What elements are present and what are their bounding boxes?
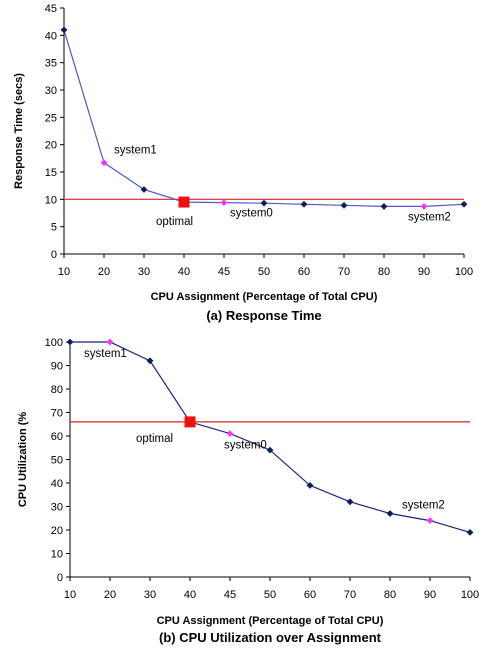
highlight-marker [226, 430, 234, 438]
series-line [63, 29, 465, 207]
data-marker [466, 528, 474, 536]
data-marker [60, 26, 68, 34]
data-marker [386, 510, 394, 517]
system-label: system0 [224, 440, 267, 452]
highlight-marker [106, 338, 114, 346]
x-tick-label: 60 [298, 266, 310, 278]
x-tick-label: 70 [344, 589, 356, 601]
data-marker [140, 186, 148, 193]
system-label: system0 [230, 208, 273, 220]
highlight-marker [220, 199, 228, 207]
y-tick-label: 80 [51, 384, 63, 396]
y-tick-label: 30 [51, 502, 63, 514]
x-tick-label: 20 [104, 589, 116, 601]
x-tick-label: 100 [461, 589, 479, 601]
y-tick-label: 30 [45, 85, 57, 97]
data-marker [346, 498, 354, 506]
y-tick-label: 70 [51, 408, 63, 420]
data-marker [340, 201, 348, 209]
x-tick-label: 100 [455, 266, 473, 278]
y-tick-label: 10 [51, 549, 63, 561]
chart-panel-a: 0 5 10 15 20 25 30 35 40 45 10 20 30 40 45 50 60 70 80 90 10… [13, 3, 473, 323]
x-tick-label: 45 [218, 266, 230, 278]
data-marker [306, 481, 314, 489]
x-tick-label: 40 [184, 589, 196, 601]
optimal-label: optimal [156, 216, 193, 228]
data-marker [266, 446, 274, 454]
x-axis-label: CPU Assignment (Percentage of Total CPU) [157, 615, 384, 627]
x-tick-label: 80 [378, 266, 390, 278]
system-label: system1 [84, 348, 127, 360]
x-tick-label: 45 [224, 589, 236, 601]
y-tick-label: 20 [45, 140, 57, 152]
highlight-marker [420, 203, 428, 210]
x-tick-label: 60 [304, 589, 316, 601]
x-tick-label: 50 [258, 266, 270, 278]
y-tick-label: 35 [45, 58, 57, 70]
data-marker [380, 203, 388, 210]
optimal-marker [178, 196, 190, 208]
x-tick-label: 80 [384, 589, 396, 601]
y-tick-label: 60 [51, 431, 63, 443]
data-marker [300, 200, 308, 208]
x-tick-label: 30 [138, 266, 150, 278]
y-tick-label: 15 [45, 167, 57, 179]
y-tick-label: 90 [51, 361, 63, 373]
highlight-marker [100, 159, 108, 167]
y-tick-label: 0 [57, 572, 63, 584]
y-axis-label: Response Time (secs) [13, 73, 25, 189]
x-tick-label: 90 [418, 266, 430, 278]
system-label: system1 [114, 145, 157, 157]
system-label: system2 [408, 211, 451, 223]
highlight-marker [426, 517, 434, 524]
y-tick-label: 0 [51, 249, 57, 261]
x-tick-label: 50 [264, 589, 276, 601]
y-tick-label: 25 [45, 112, 57, 124]
system-label: system2 [402, 500, 445, 512]
y-tick-label: 45 [45, 3, 57, 15]
y-tick-label: 50 [51, 455, 63, 467]
data-marker [260, 199, 268, 207]
chart-caption: (a) Response Time [206, 308, 321, 323]
x-tick-label: 70 [338, 266, 350, 278]
x-tick-label: 10 [64, 589, 76, 601]
data-marker [146, 357, 154, 365]
y-tick-label: 40 [45, 30, 57, 42]
y-tick-label: 20 [51, 525, 63, 537]
data-marker [66, 338, 74, 346]
x-axis-label: CPU Assignment (Percentage of Total CPU) [151, 291, 378, 303]
x-tick-label: 40 [178, 266, 190, 278]
x-tick-label: 10 [58, 266, 70, 278]
y-tick-label: 100 [45, 337, 63, 349]
optimal-label: optimal [136, 433, 173, 445]
y-tick-label: 5 [51, 222, 57, 234]
optimal-marker [184, 416, 196, 428]
x-tick-label: 30 [144, 589, 156, 601]
y-axis-label: CPU Utilization (% [17, 412, 29, 508]
chart-caption: (b) CPU Utilization over Assignment [159, 630, 382, 645]
y-tick-label: 10 [45, 194, 57, 206]
y-tick-label: 40 [51, 478, 63, 490]
x-tick-label: 20 [98, 266, 110, 278]
data-marker [460, 200, 468, 208]
x-tick-label: 90 [424, 589, 436, 601]
